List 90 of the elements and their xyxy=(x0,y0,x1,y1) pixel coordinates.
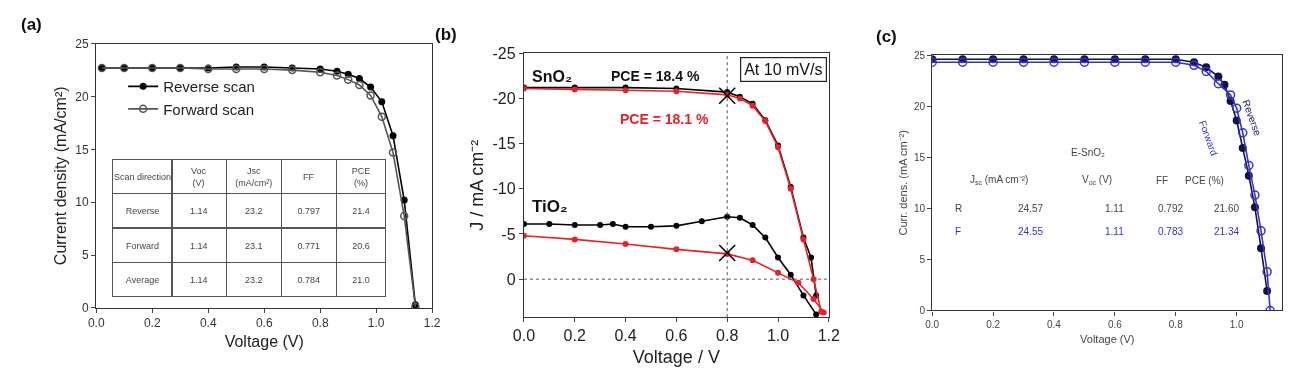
annotation: Forward xyxy=(126,240,160,251)
x-tick-label: 0.6 xyxy=(255,316,273,331)
x-tick-label: 0.6 xyxy=(665,327,688,345)
x-tick-label: 0.6 xyxy=(1107,318,1123,330)
x-tick-label: 0.4 xyxy=(1047,318,1062,330)
annotation: 24.57 xyxy=(1018,203,1044,214)
y-tick-label: -15 xyxy=(492,135,516,153)
annotation: Jsc (mA/cm²) xyxy=(235,165,273,188)
annotation: F xyxy=(955,226,962,237)
annotation: 0.784 xyxy=(297,274,321,285)
annotation: E-SnO₂ xyxy=(1071,147,1106,158)
y-tick-label: 0 xyxy=(506,270,516,288)
y-tick-label: -10 xyxy=(492,180,516,198)
annotation: J$_{sc}$ (mA cm⁻²) xyxy=(970,174,1029,187)
x-tick-label: 0.4 xyxy=(614,327,637,345)
chart-title: (c) xyxy=(876,27,897,46)
y-tick-label: 5 xyxy=(919,253,926,265)
annotation: 0.797 xyxy=(297,205,321,216)
y-tick-label: -25 xyxy=(492,44,516,62)
annotation: Scan direction xyxy=(114,171,172,182)
y-axis-title: Curr. dens. (mA cm⁻²) xyxy=(896,130,909,236)
x-tick-label: 0.0 xyxy=(87,316,105,331)
x-tick-label: 0.4 xyxy=(199,316,217,331)
annotation: 1.11 xyxy=(1105,226,1125,237)
x-tick-label: 0.8 xyxy=(311,316,329,331)
x-tick-label: 1.2 xyxy=(423,316,441,331)
annotation: 0.783 xyxy=(1158,226,1184,237)
legend-label: Forward scan xyxy=(163,100,255,118)
x-tick-label: 0.0 xyxy=(925,318,940,330)
y-tick-label: 0 xyxy=(919,304,926,316)
x-tick-label: 0.8 xyxy=(1168,318,1184,330)
annotation: 23.2 xyxy=(245,205,263,216)
x-tick-label: 0.0 xyxy=(512,327,536,345)
annotation: 21.60 xyxy=(1214,203,1240,214)
y-tick-label: 20 xyxy=(75,89,90,104)
annotation: R xyxy=(955,203,963,214)
annotation: Reverse xyxy=(1240,98,1264,138)
annotation: Reverse xyxy=(125,205,160,216)
annotation: Average xyxy=(125,274,160,285)
y-tick-label: 25 xyxy=(913,49,926,61)
x-tick-label: 0.8 xyxy=(716,327,739,345)
annotation: At 10 mV/s xyxy=(744,61,823,79)
x-tick-label: 0.2 xyxy=(986,318,1001,330)
chart-title: (a) xyxy=(21,15,42,34)
annotation: 23.1 xyxy=(245,240,263,251)
chart-title: (b) xyxy=(435,25,457,44)
annotation: TiO₂ xyxy=(532,197,568,216)
annotation: 0.771 xyxy=(297,240,321,251)
annotation: PCE (%) xyxy=(351,165,371,188)
annotation: 21.0 xyxy=(352,274,370,285)
annotation: PCE (%) xyxy=(1185,175,1224,186)
annotation: FF xyxy=(1156,175,1169,186)
annotation: PCE = 18.1 % xyxy=(620,111,709,127)
y-tick-label: -5 xyxy=(501,225,516,243)
x-axis-title: Voltage (V) xyxy=(224,333,304,351)
annotation: V$_{oc}$ (V) xyxy=(1082,174,1113,187)
y-tick-label: 15 xyxy=(913,151,926,163)
annotation: PCE = 18.4 % xyxy=(611,68,700,84)
annotation: 21.34 xyxy=(1214,226,1240,237)
y-tick-label: 20 xyxy=(913,100,926,112)
annotation: 1.14 xyxy=(190,274,208,285)
annotation: Voc (V) xyxy=(191,165,207,188)
y-tick-label: 5 xyxy=(82,248,90,263)
y-tick-label: 0 xyxy=(82,301,90,316)
x-tick-label: 0.2 xyxy=(563,327,586,345)
annotation: 1.14 xyxy=(190,205,208,216)
annotation: 21.4 xyxy=(352,205,370,216)
x-tick-label: 1.0 xyxy=(1229,318,1245,330)
annotation: 23.2 xyxy=(245,274,263,285)
annotation: 20.6 xyxy=(352,240,370,251)
y-tick-label: 25 xyxy=(75,36,90,51)
x-axis-title: Voltage / V xyxy=(632,346,720,367)
annotation: 1.11 xyxy=(1105,203,1125,214)
y-tick-label: 15 xyxy=(75,142,90,157)
annotation: 0.792 xyxy=(1158,203,1184,214)
legend-label: Reverse scan xyxy=(163,78,255,96)
x-axis-title: Voltage (V) xyxy=(1080,332,1135,345)
x-tick-label: 1.0 xyxy=(367,316,385,331)
y-axis-title: Current density (mA/cm²) xyxy=(52,86,70,266)
x-tick-label: 0.2 xyxy=(143,316,161,331)
annotation: SnO₂ xyxy=(532,68,572,85)
y-tick-label: 10 xyxy=(913,202,926,214)
x-tick-label: 1.0 xyxy=(766,327,790,345)
annotation: 24.55 xyxy=(1018,226,1044,237)
annotation: FF xyxy=(303,171,315,182)
y-axis-title: J / mA cm⁻² xyxy=(466,139,487,231)
annotation: 1.14 xyxy=(190,240,208,251)
x-tick-label: 1.2 xyxy=(817,327,841,345)
y-tick-label: 10 xyxy=(75,195,90,210)
y-tick-label: -20 xyxy=(492,90,516,108)
